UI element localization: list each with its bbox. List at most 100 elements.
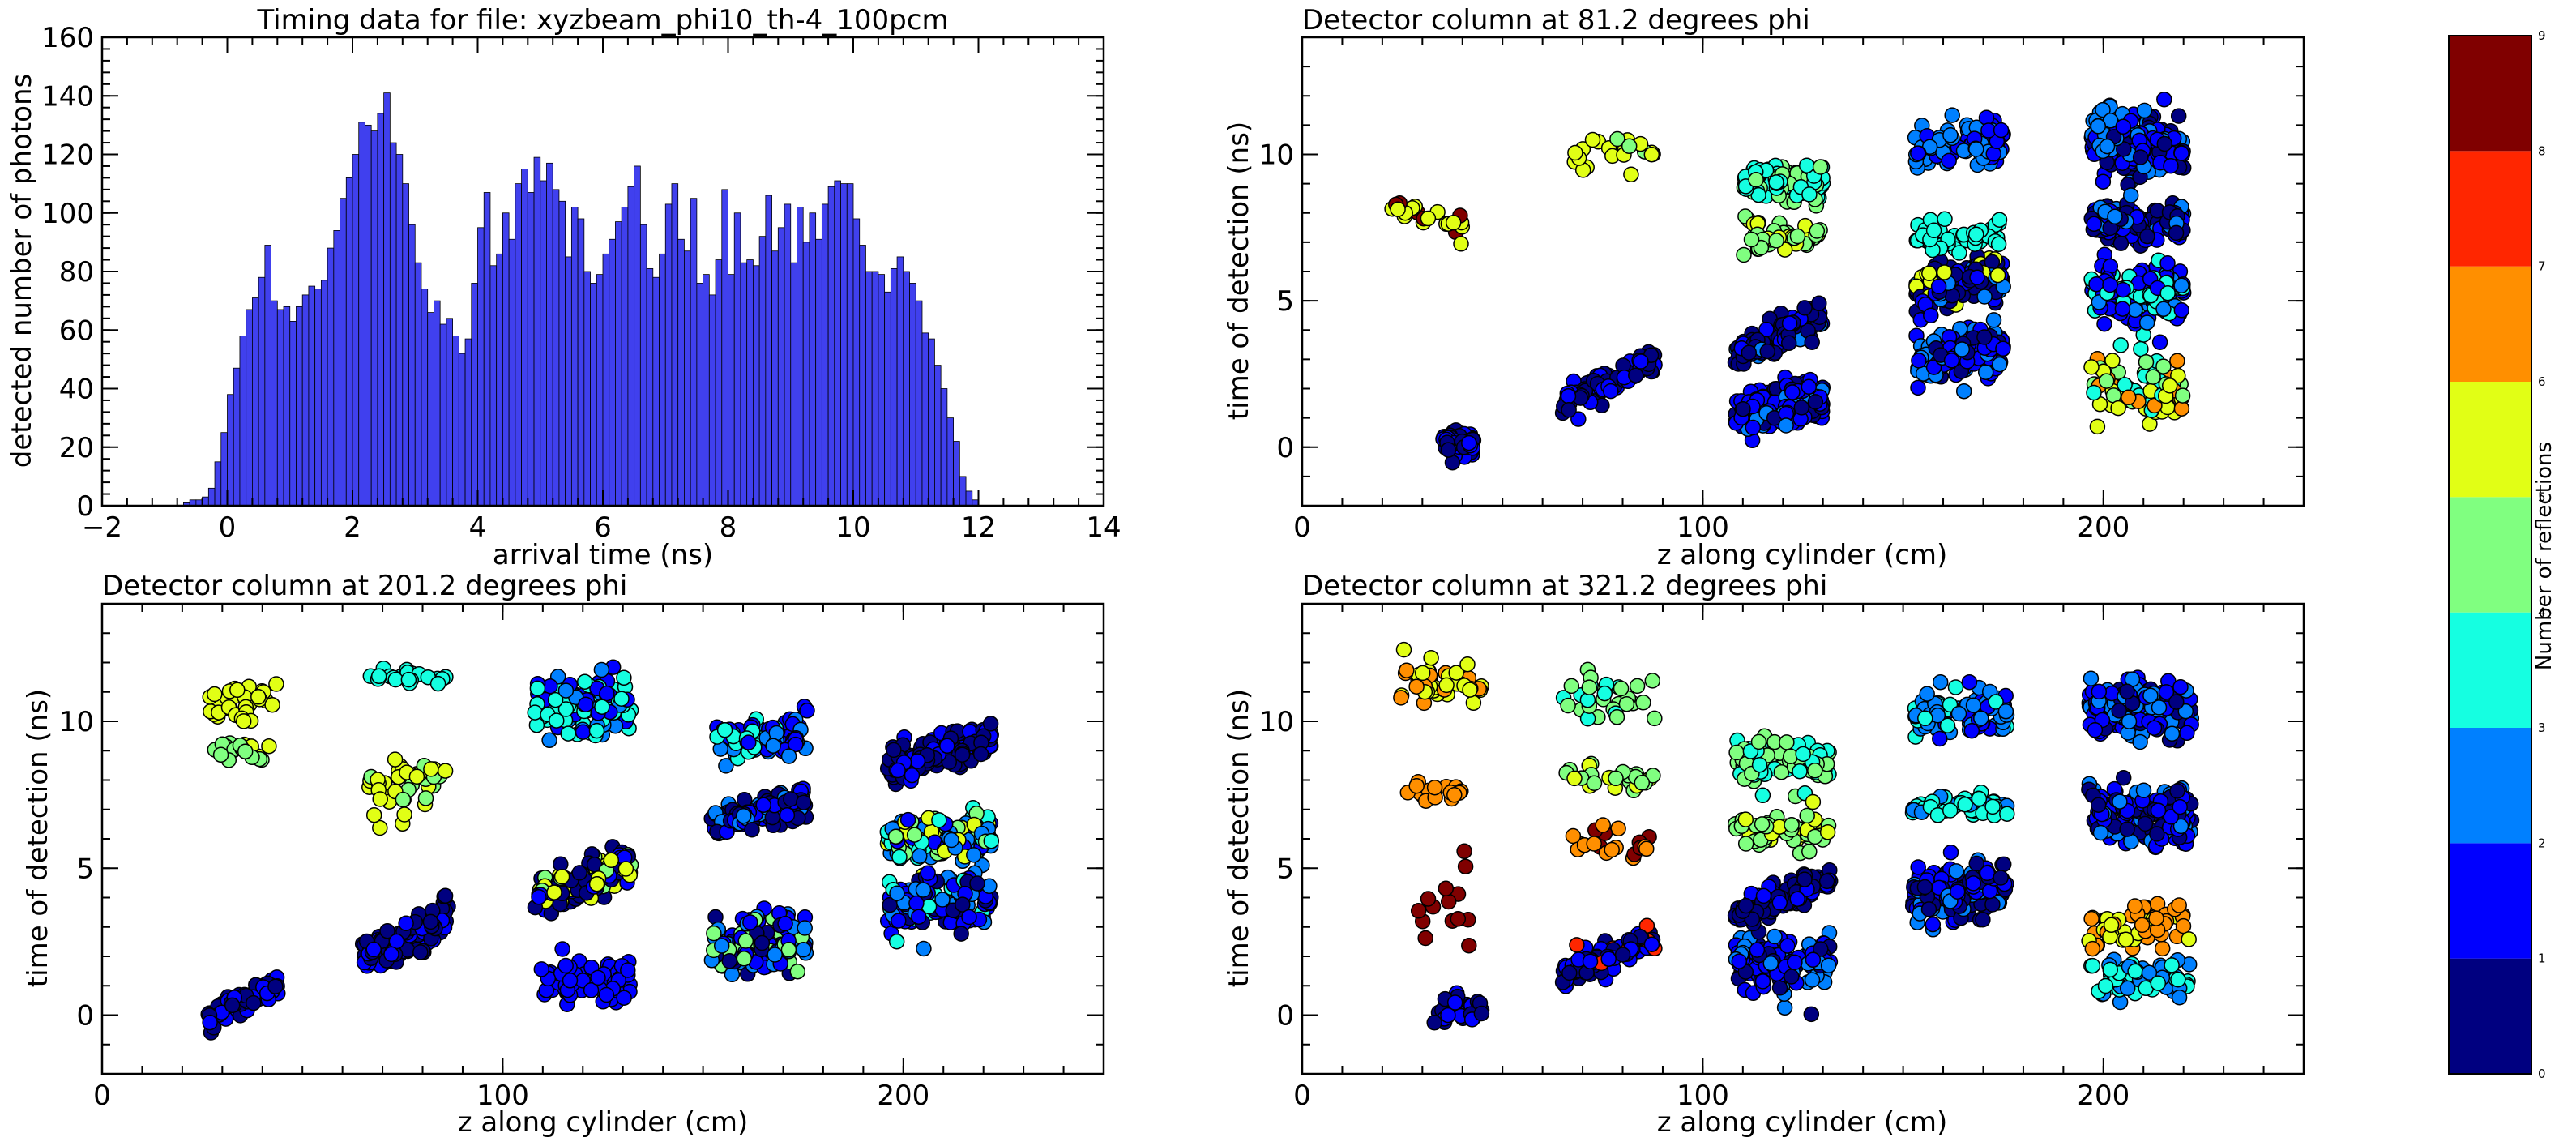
x-tick-label: 0 <box>219 511 237 544</box>
photon-hit-point <box>395 791 412 808</box>
histogram-bar <box>809 212 817 507</box>
photon-hit-point <box>2111 703 2127 719</box>
histogram-bar <box>615 221 622 507</box>
photon-hit-point <box>1446 994 1463 1011</box>
photon-hit-point <box>1796 300 1813 316</box>
photon-hit-point <box>1989 267 2006 284</box>
x-tick-label: 200 <box>877 1080 929 1112</box>
photon-hit-point <box>2084 940 2101 957</box>
photon-hit-point <box>531 889 547 905</box>
photon-hit-point <box>1399 662 1415 678</box>
photon-hit-point <box>1984 798 2001 815</box>
photon-hit-point <box>1755 887 1772 904</box>
histogram-bar <box>570 207 579 507</box>
histogram-bar <box>690 198 698 507</box>
photon-hit-point <box>2114 301 2131 317</box>
histogram-bar <box>552 189 560 507</box>
photon-hit-point <box>2102 276 2118 293</box>
photon-hit-point <box>2091 683 2108 700</box>
photon-hit-point <box>1779 734 1795 750</box>
photon-hit-point <box>437 887 454 904</box>
photon-hit-point <box>1995 856 2012 873</box>
detector-321-title: Detector column at 321.2 degrees phi <box>1302 570 1827 602</box>
photon-hit-point <box>1604 841 1620 858</box>
photon-hit-point <box>713 938 730 954</box>
photon-hit-point <box>2127 963 2143 980</box>
photon-hit-point <box>2086 384 2102 401</box>
photon-hit-point <box>1445 214 1462 231</box>
photon-hit-point <box>789 963 806 980</box>
photon-hit-point <box>1937 211 1953 228</box>
photon-hit-point <box>1798 157 1815 173</box>
photon-hit-point <box>546 884 562 900</box>
photon-hit-point <box>1801 186 1818 203</box>
x-tick-label: 8 <box>720 511 737 544</box>
photon-hit-point <box>2097 977 2114 994</box>
photon-hit-point <box>1917 710 1933 727</box>
photon-hit-point <box>2134 917 2151 934</box>
photon-hit-point <box>1820 957 1837 974</box>
photon-hit-point <box>939 738 955 755</box>
photon-hit-point <box>575 724 592 740</box>
photon-hit-point <box>2102 258 2119 275</box>
histogram-bar <box>214 461 222 507</box>
photon-hit-point <box>1811 295 1827 312</box>
photon-hit-point <box>795 941 812 958</box>
photon-hit-point <box>212 746 229 763</box>
photon-hit-point <box>1728 744 1745 761</box>
photon-hit-point <box>1581 679 1598 695</box>
y-tick-label: 10 <box>59 706 94 738</box>
histogram-bar <box>827 186 835 507</box>
x-tick-label: 0 <box>93 1080 111 1112</box>
photon-hit-point <box>1976 289 1993 305</box>
photon-hit-point <box>562 973 579 989</box>
colorbar-cell <box>2449 497 2531 613</box>
histogram-bar <box>483 192 491 507</box>
photon-hit-point <box>268 676 284 692</box>
photon-hit-point <box>2151 334 2168 350</box>
photon-hit-point <box>1644 673 1661 689</box>
photon-hit-point <box>2171 897 2187 913</box>
photon-hit-point <box>1941 152 1957 169</box>
histogram-bar <box>352 154 360 507</box>
photon-hit-point <box>1408 678 1425 695</box>
detector-201-x-axis-label: z along cylinder (cm) <box>458 1106 749 1139</box>
detector-201-title: Detector column at 201.2 degrees phi <box>102 570 627 602</box>
photon-hit-point <box>1629 678 1646 695</box>
x-tick-label: 14 <box>1086 511 1121 544</box>
photon-hit-point <box>2139 228 2155 245</box>
histogram-bar <box>395 154 404 507</box>
photon-hit-point <box>2083 359 2100 375</box>
histogram-bar <box>546 162 553 507</box>
histogram-bar <box>370 130 378 507</box>
photon-hit-point <box>2135 782 2152 798</box>
photon-hit-point <box>1943 353 1960 369</box>
photon-hit-point <box>1600 951 1617 967</box>
photon-hit-point <box>590 969 606 986</box>
photon-hit-point <box>2133 340 2149 357</box>
photon-hit-point <box>2156 91 2172 108</box>
photon-hit-point <box>2149 826 2165 842</box>
photon-hit-point <box>2104 685 2120 702</box>
photon-hit-point <box>365 806 382 823</box>
photon-hit-point <box>2126 898 2143 914</box>
photon-hit-point <box>1621 138 1638 155</box>
photon-hit-point <box>1995 340 2011 357</box>
photon-hit-point <box>1414 665 1431 682</box>
photon-hit-point <box>1569 937 1585 953</box>
photon-hit-point <box>1976 329 1993 345</box>
histogram-bar <box>728 274 735 507</box>
photon-hit-point <box>1768 233 1784 249</box>
photon-hit-point <box>2169 353 2185 370</box>
photon-hit-point <box>954 746 971 763</box>
photon-hit-point <box>578 696 594 713</box>
photon-hit-point <box>1438 677 1455 694</box>
colorbar-cell <box>2449 151 2531 267</box>
photon-hit-point <box>966 847 982 863</box>
histogram-bar <box>220 432 228 507</box>
y-tick-label: 10 <box>1259 706 1294 738</box>
histogram-bar <box>421 289 429 507</box>
histogram-bar <box>934 365 942 507</box>
histogram-bar <box>320 280 328 507</box>
histogram-bar <box>271 300 278 507</box>
